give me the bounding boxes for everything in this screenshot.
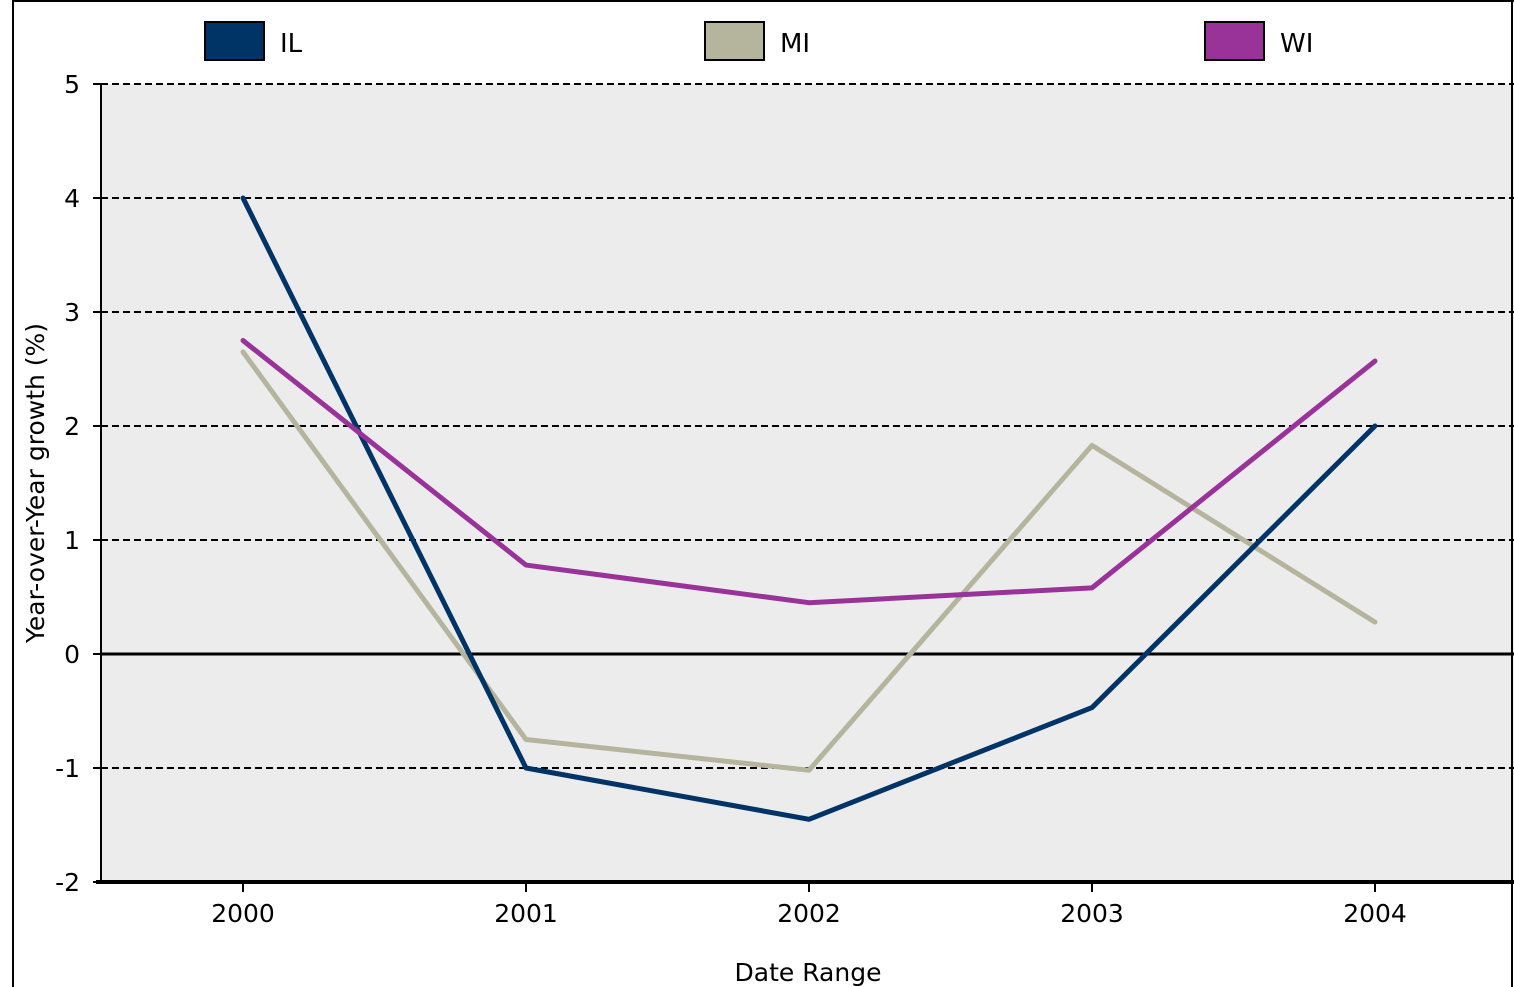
y-tick-label: 1 bbox=[64, 526, 80, 555]
x-tick-label: 2002 bbox=[777, 899, 841, 928]
x-tick-label: 2004 bbox=[1343, 899, 1407, 928]
series-line-mi bbox=[240, 349, 1378, 773]
series-lines bbox=[240, 195, 1378, 822]
legend: IL MI WI bbox=[204, 21, 1313, 61]
y-axis-label: Year-over-Year growth (%) bbox=[21, 323, 50, 644]
legend-swatch-il bbox=[204, 21, 265, 61]
x-tick-label: 2001 bbox=[494, 899, 558, 928]
y-tick-label: -1 bbox=[55, 754, 80, 783]
series-line-il bbox=[240, 195, 1378, 822]
y-tick-label: 2 bbox=[64, 412, 80, 441]
x-tick-labels: 2000 2001 2002 2003 2004 bbox=[211, 882, 1407, 928]
y-tick-label: 0 bbox=[64, 640, 80, 669]
legend-label-il: IL bbox=[280, 29, 303, 59]
y-tick-label: 5 bbox=[64, 70, 80, 99]
legend-swatch-wi bbox=[1204, 21, 1265, 61]
y-tick-label: -2 bbox=[55, 868, 80, 897]
x-tick-label: 2000 bbox=[211, 899, 275, 928]
legend-label-wi: WI bbox=[1280, 29, 1313, 59]
x-axis-label: Date Range bbox=[735, 958, 882, 987]
x-tick-label: 2003 bbox=[1060, 899, 1124, 928]
y-tick-label: 4 bbox=[64, 184, 80, 213]
axes bbox=[12, 0, 1514, 987]
plot-area bbox=[101, 84, 1514, 882]
legend-swatch-mi bbox=[704, 21, 765, 61]
series-line-wi bbox=[240, 338, 1378, 606]
y-tick-label: 3 bbox=[64, 298, 80, 327]
y-tick-labels: 5 4 3 2 1 0 -1 -2 bbox=[55, 70, 101, 897]
legend-label-mi: MI bbox=[780, 29, 810, 59]
grid-lines bbox=[101, 83, 1514, 769]
